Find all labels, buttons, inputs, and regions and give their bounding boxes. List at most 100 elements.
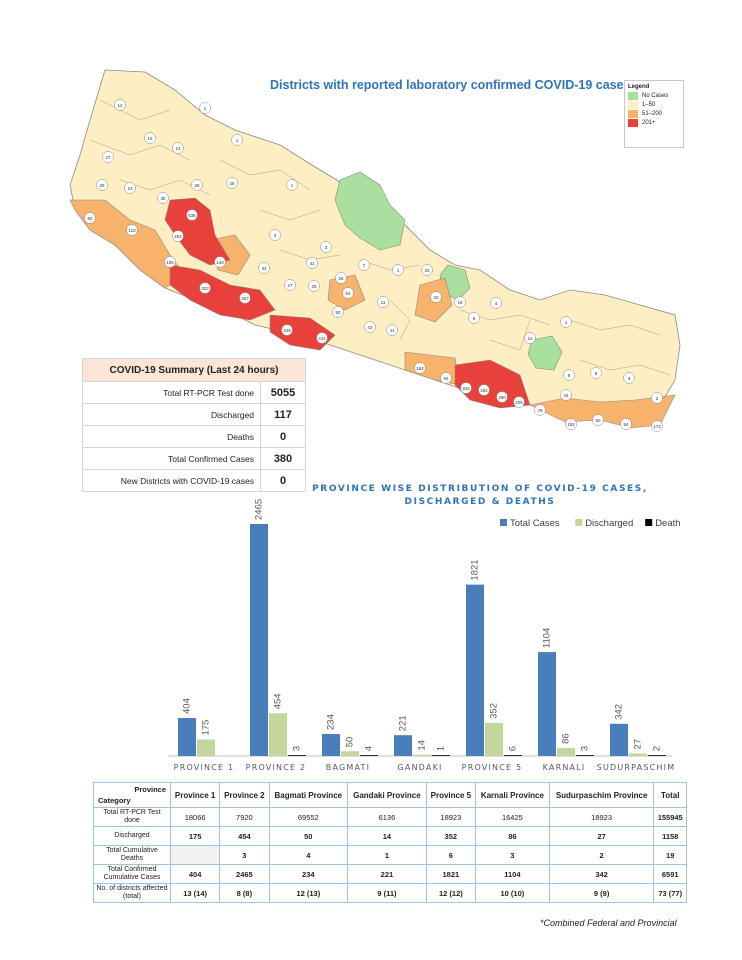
bar-total-cases bbox=[466, 584, 484, 756]
district-label: 2 bbox=[656, 396, 659, 401]
summary-value: 0 bbox=[260, 469, 306, 492]
data-label: 2465 bbox=[254, 499, 265, 520]
table-cell: 13 (14) bbox=[169, 883, 221, 903]
district-label: 6 bbox=[473, 316, 476, 321]
table-cell: 86 bbox=[474, 826, 550, 846]
district-label: 26 bbox=[338, 276, 344, 281]
district-label: 4 bbox=[495, 301, 498, 306]
district-label: 1 bbox=[565, 320, 568, 325]
map-region-no-cases bbox=[527, 335, 563, 371]
bar-discharged bbox=[557, 747, 575, 756]
district-label-marker bbox=[560, 389, 572, 401]
map-region-no-cases bbox=[334, 171, 406, 251]
table-header-cell: Province 2 bbox=[219, 782, 270, 808]
district-label: 41 bbox=[309, 261, 315, 266]
map-region-201-plus bbox=[454, 359, 531, 409]
table-cell: 18923 bbox=[425, 807, 476, 827]
row-label: Discharged bbox=[93, 826, 171, 846]
district-label: 60 bbox=[87, 216, 93, 221]
map-title: Districts with reported laboratory confi… bbox=[270, 78, 631, 92]
bar-total-cases bbox=[250, 524, 268, 756]
district-label: 105 bbox=[166, 260, 174, 265]
bar-death bbox=[432, 755, 450, 756]
map-svg bbox=[69, 69, 681, 429]
district-label: 140 bbox=[216, 260, 224, 265]
district-label-marker bbox=[358, 259, 370, 271]
district-label: 1 bbox=[204, 106, 207, 111]
legend-item: 51–200 bbox=[628, 110, 680, 118]
district-label: 3 bbox=[325, 245, 328, 250]
data-label: 50 bbox=[345, 737, 356, 748]
district-label: 79 bbox=[537, 408, 543, 413]
district-label-marker bbox=[320, 241, 332, 253]
district-label-marker bbox=[421, 264, 433, 276]
district-label: 50 bbox=[335, 310, 341, 315]
table-cell: 4 bbox=[268, 845, 349, 865]
province-table-header: Province Category Province 1 Province 2 … bbox=[93, 782, 687, 808]
table-cell: 12 (13) bbox=[268, 883, 349, 903]
table-cell: 6136 bbox=[347, 807, 427, 827]
bar-discharged bbox=[269, 713, 287, 756]
table-cell: 1104 bbox=[474, 864, 550, 884]
district-label-marker bbox=[191, 179, 203, 191]
district-label-marker bbox=[560, 316, 572, 328]
corner-province-label: Province bbox=[134, 785, 166, 794]
district-label-marker bbox=[592, 414, 604, 426]
summary-table: COVID-19 Summary (Last 24 hours) Total R… bbox=[82, 358, 306, 492]
district-label: 8 bbox=[595, 371, 598, 376]
district-label-marker bbox=[513, 396, 525, 408]
table-cell: 10 (10) bbox=[474, 883, 550, 903]
corner-category-label: Category bbox=[98, 796, 131, 805]
district-label-marker bbox=[126, 224, 138, 236]
x-tick-label: PROVINCE 5 bbox=[462, 763, 523, 772]
table-cell: 27 bbox=[548, 826, 655, 846]
table-cell: 14 bbox=[347, 826, 427, 846]
district-label-marker bbox=[157, 192, 169, 204]
table-header-cell: Bagmati Province bbox=[268, 782, 349, 808]
table-row: Total Cumulative Deaths 3 4 1 6 3 2 19 bbox=[93, 845, 687, 865]
legend-label: 1–50 bbox=[642, 102, 656, 108]
district-label-marker bbox=[563, 369, 575, 381]
district-label-marker bbox=[226, 177, 238, 189]
district-label-marker bbox=[454, 296, 466, 308]
district-label-marker bbox=[590, 367, 602, 379]
district-label: 252 bbox=[174, 234, 182, 239]
district-label: 27 bbox=[287, 283, 293, 288]
district-label: 26 bbox=[229, 181, 235, 186]
district-label-marker bbox=[414, 362, 426, 374]
district-label: 152 bbox=[567, 422, 575, 427]
district-label-marker bbox=[524, 332, 536, 344]
table-cell: 1821 bbox=[425, 864, 476, 884]
district-label: 257 bbox=[241, 296, 249, 301]
table-cell bbox=[169, 845, 221, 865]
nepal-map bbox=[60, 60, 700, 440]
legend-item: No Cases bbox=[628, 92, 680, 100]
district-label: 15 bbox=[147, 136, 153, 141]
table-row: Total Confirmed Cumulative Cases 404 246… bbox=[93, 864, 687, 884]
district-label-marker bbox=[308, 280, 320, 292]
district-label-marker bbox=[172, 142, 184, 154]
district-label-marker bbox=[214, 256, 226, 268]
district-label-marker bbox=[199, 102, 211, 114]
district-label: 1 bbox=[236, 138, 239, 143]
district-label: 28 bbox=[194, 183, 200, 188]
data-label: 221 bbox=[398, 715, 409, 731]
legend-label: Total Cases bbox=[510, 518, 560, 529]
district-label-marker bbox=[239, 292, 251, 304]
table-row: No. of districts affected (total) 13 (14… bbox=[93, 883, 687, 903]
summary-row: Total RT-PCR Test done 5055 bbox=[82, 381, 306, 404]
table-row: Discharged 175 454 50 14 352 86 27 1158 bbox=[93, 826, 687, 846]
table-cell-total: 73 (77) bbox=[653, 883, 687, 903]
district-label-marker bbox=[377, 296, 389, 308]
data-label: 3 bbox=[580, 746, 591, 751]
bar-death bbox=[288, 755, 306, 756]
table-cell: 404 bbox=[169, 864, 221, 884]
table-cell: 9 (9) bbox=[548, 883, 655, 903]
bar-total-cases bbox=[610, 723, 628, 756]
legend-label: Death bbox=[655, 518, 680, 529]
legend-swatch bbox=[628, 92, 638, 100]
legend-label: 51–200 bbox=[642, 111, 663, 117]
table-cell: 12 (12) bbox=[425, 883, 476, 903]
district-label: 12 bbox=[117, 103, 123, 108]
